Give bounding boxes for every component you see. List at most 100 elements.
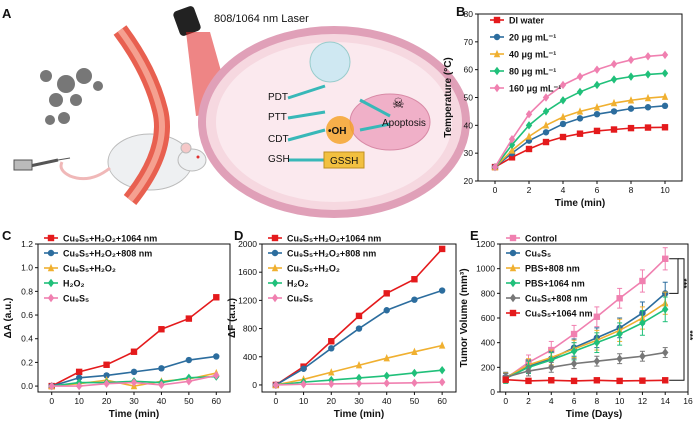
- data-point: [328, 345, 335, 352]
- blood-vessel: [113, 25, 170, 205]
- x-axis-label: Time (min): [109, 409, 159, 420]
- x-tick-label: 60: [437, 396, 447, 406]
- x-tick-label: 4: [549, 396, 554, 406]
- data-point: [559, 112, 567, 121]
- data-point: [548, 363, 555, 372]
- legend-label: 40 μg mL⁻¹: [509, 50, 556, 60]
- chart-d: D 0 10 20 30 40 50 60 0 400 800 1200 1600 2000 Time (m…: [227, 228, 457, 420]
- data-point: [542, 93, 550, 102]
- data-point: [627, 105, 635, 112]
- data-point: [103, 379, 110, 388]
- legend-marker: [47, 234, 55, 242]
- x-tick-label: 0: [273, 396, 278, 406]
- x-tick-label: 8: [594, 396, 599, 406]
- legend-label: Cu₉S₅+H₂O₂+1064 nm: [287, 234, 381, 244]
- y-tick-label: 1200: [476, 239, 495, 249]
- legend-label: Cu₉S₅+H₂O₂: [287, 264, 340, 274]
- data-point: [593, 377, 601, 384]
- data-point: [627, 72, 635, 81]
- data-point: [355, 325, 363, 332]
- x-axis-label: Time (min): [555, 198, 605, 209]
- data-point: [616, 295, 623, 302]
- data-point: [525, 145, 533, 153]
- legend-marker: [509, 249, 517, 257]
- data-point: [103, 361, 110, 368]
- data-point: [662, 305, 669, 314]
- y-tick-label: 30: [464, 148, 474, 158]
- data-point: [662, 255, 669, 262]
- panel-a-letter: A: [2, 6, 12, 21]
- data-point: [411, 368, 418, 378]
- data-point: [525, 377, 532, 385]
- series-4: [491, 69, 669, 172]
- x-tick-label: 6: [572, 396, 577, 406]
- data-point: [616, 377, 623, 385]
- data-point: [542, 121, 550, 129]
- legend-marker: [509, 234, 517, 242]
- legend-marker: [509, 309, 517, 317]
- data-point: [570, 330, 578, 338]
- legend-label: 20 μg mL⁻¹: [509, 33, 556, 43]
- significance-brackets: *** ***: [669, 258, 695, 381]
- x-tick-label: 4: [561, 185, 566, 195]
- legend-marker: [47, 263, 55, 272]
- x-tick-label: 10: [299, 396, 309, 406]
- data-point: [383, 371, 390, 380]
- series-5: [272, 377, 446, 390]
- data-point: [355, 379, 363, 388]
- series-5: [48, 371, 220, 391]
- y-tick-label: 20: [464, 176, 474, 186]
- data-point: [610, 108, 618, 115]
- data-point: [559, 133, 567, 141]
- x-tick-label: 0: [493, 185, 498, 195]
- y-tick-label: 0.8: [21, 286, 33, 296]
- data-point: [570, 347, 578, 356]
- data-point: [593, 80, 601, 90]
- series-line: [275, 289, 443, 386]
- x-tick-label: 12: [638, 396, 648, 406]
- data-point: [185, 377, 193, 386]
- y-tick-label: 40: [464, 120, 474, 130]
- data-point: [103, 372, 110, 379]
- data-point: [610, 59, 618, 69]
- series-1: [491, 124, 669, 171]
- data-point: [593, 127, 601, 135]
- data-point: [662, 348, 669, 357]
- y-axis-label: ΔA (a.u.): [3, 298, 14, 339]
- data-point: [542, 138, 550, 146]
- series-line: [505, 258, 666, 380]
- label-oh: •OH: [328, 126, 347, 137]
- data-point: [593, 356, 601, 366]
- data-point: [75, 374, 83, 381]
- bracket-lower: [669, 258, 685, 381]
- y-tick-label: 50: [464, 93, 474, 103]
- panel-c-letter: C: [2, 228, 12, 243]
- data-point: [570, 377, 578, 385]
- label-ptt: PTT: [268, 112, 287, 123]
- data-point: [610, 75, 618, 84]
- skull-icon: ☠: [392, 95, 405, 111]
- data-point: [130, 348, 138, 355]
- y-tick-label: 1.2: [21, 239, 33, 249]
- data-point: [570, 359, 578, 368]
- x-tick-label: 40: [382, 396, 392, 406]
- data-point: [639, 318, 646, 328]
- data-point: [661, 50, 669, 60]
- data-point: [576, 87, 584, 97]
- legend-marker: [271, 249, 279, 257]
- x-tick-label: 60: [212, 396, 222, 406]
- data-point: [213, 294, 220, 301]
- legend-marker: [493, 49, 501, 58]
- legend-label: Cu₉S₅+1064 nm: [525, 309, 592, 319]
- x-tick-label: 8: [629, 185, 634, 195]
- x-tick-label: 10: [74, 396, 84, 406]
- y-tick-label: 200: [481, 362, 495, 372]
- significance-label: ***: [685, 330, 695, 341]
- chart-b: B 0 2 4 6 8 10 20 30 40 50 60 70 80 Time (min) Temperat…: [443, 4, 683, 209]
- data-point: [593, 111, 601, 118]
- data-point: [542, 107, 550, 116]
- legend-marker: [271, 293, 279, 303]
- data-point: [383, 290, 390, 297]
- data-point: [355, 312, 363, 320]
- data-point: [644, 104, 652, 111]
